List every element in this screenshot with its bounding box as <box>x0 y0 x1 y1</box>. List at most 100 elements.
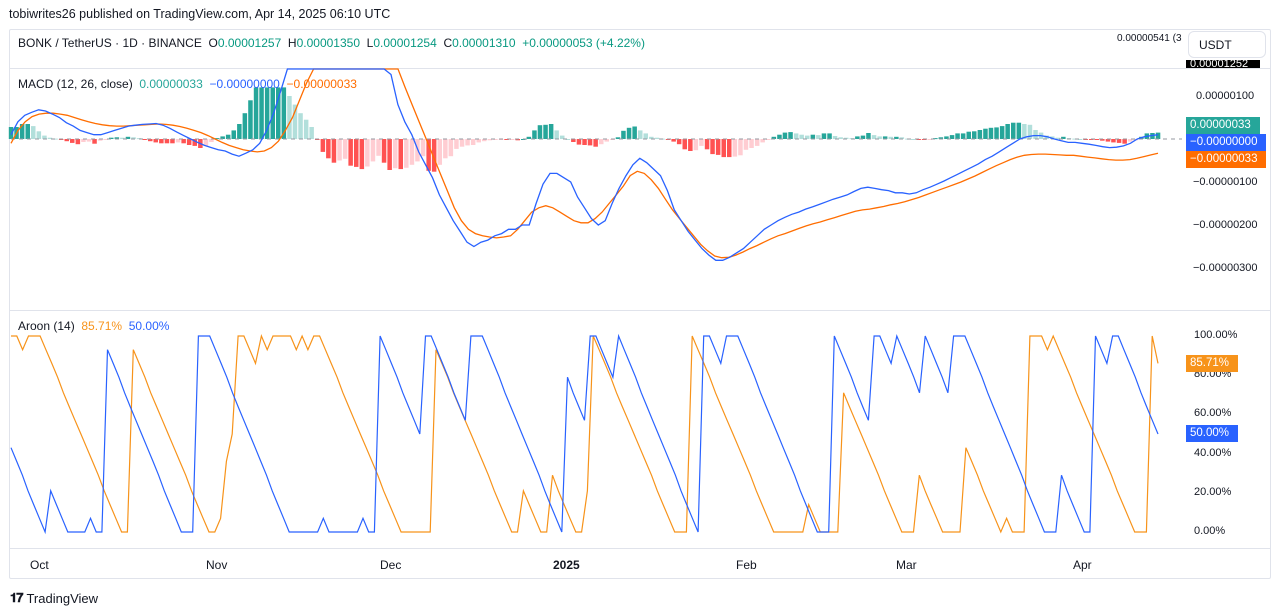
macd-histogram-bar <box>704 139 710 150</box>
time-axis-label: Oct <box>30 558 49 572</box>
aroon-axis-tick: 0.00% <box>1194 525 1226 537</box>
macd-histogram-bar <box>727 139 732 158</box>
macd-histogram-bar <box>1094 139 1099 140</box>
aroon-down-line <box>10 333 1159 535</box>
time-axis-separator <box>10 548 1270 549</box>
macd-histogram-bar <box>259 87 264 139</box>
pane-separator[interactable] <box>10 310 1270 311</box>
macd-histogram-bar <box>777 134 782 139</box>
macd-histogram-bar <box>732 139 738 157</box>
macd-histogram-bar <box>487 139 493 141</box>
macd-histogram-bar <box>771 136 777 139</box>
macd-histogram-bar <box>114 137 120 139</box>
macd-histogram-bar <box>309 127 314 139</box>
macd-legend-macd: −0.00000000 <box>209 77 280 91</box>
macd-histogram-bar <box>326 139 331 159</box>
macd-histogram-bar <box>743 139 749 150</box>
macd-axis-tick: −0.00000100 <box>1193 176 1258 188</box>
macd-histogram-bar <box>170 139 175 144</box>
macd-histogram-bar <box>910 139 916 140</box>
macd-histogram-bar <box>1061 136 1066 139</box>
macd-histogram-bar <box>999 126 1005 139</box>
macd-histogram-bar <box>504 139 509 140</box>
macd-histogram-bar <box>548 124 554 139</box>
macd-histogram-bar <box>354 139 359 167</box>
macd-histogram-bar <box>209 139 214 142</box>
time-axis-label: Mar <box>896 558 917 572</box>
macd-histogram-bar <box>103 139 108 140</box>
high-value: 0.00001350 <box>296 36 360 50</box>
macd-histogram-bar <box>64 139 69 142</box>
time-axis-label: Nov <box>206 558 228 572</box>
macd-histogram-bar <box>342 139 348 159</box>
macd-histogram-bar <box>894 136 899 139</box>
macd-histogram-bar <box>671 139 676 142</box>
macd-histogram-bar <box>409 139 415 165</box>
macd-histogram-bar <box>654 137 660 139</box>
macd-signal-tag: −0.00000033 <box>1186 151 1266 168</box>
close-value: 0.00001310 <box>452 36 516 50</box>
currency-button[interactable]: USDT <box>1188 31 1266 58</box>
macd-histogram-bar <box>960 133 966 139</box>
time-axis-label: Dec <box>380 558 402 572</box>
published-caption: tobiwrites26 published on TradingView.co… <box>9 7 391 21</box>
macd-histogram-bar <box>476 139 481 143</box>
macd-histogram-bar <box>988 127 994 139</box>
macd-histogram-bar <box>1155 132 1161 139</box>
macd-axis-tick: −0.00000200 <box>1193 219 1258 231</box>
macd-histogram-bar <box>53 138 58 140</box>
macd-histogram-bar <box>231 130 236 139</box>
macd-histogram-bar <box>1127 139 1133 142</box>
macd-histogram-bar <box>387 139 392 170</box>
macd-histogram-bar <box>493 139 498 140</box>
macd-histogram-bar <box>186 139 192 145</box>
macd-histogram-bar <box>543 124 548 139</box>
aroon-down-tag: 50.00% <box>1186 425 1238 442</box>
macd-histogram-bar <box>977 130 983 139</box>
macd-histogram-bar <box>1022 124 1027 139</box>
macd-line <box>10 68 1159 261</box>
macd-histogram-bar <box>632 126 637 139</box>
macd-histogram-bar <box>749 139 754 148</box>
macd-histogram-bar <box>97 139 103 141</box>
macd-legend-title: MACD (12, 26, close) <box>18 77 133 91</box>
macd-axis-tick: −0.00000300 <box>1193 262 1258 274</box>
macd-histogram-bar <box>404 139 409 168</box>
macd-histogram-bar <box>860 135 866 139</box>
chart-frame <box>9 29 1271 579</box>
macd-histogram-bar <box>175 139 181 143</box>
tradingview-logo-text: TradingView <box>26 590 99 606</box>
macd-histogram-bar <box>532 130 537 139</box>
macd-histogram-bar <box>576 139 582 145</box>
macd-histogram-bar <box>8 127 14 139</box>
open-label: O <box>208 36 218 50</box>
macd-histogram-bar <box>1033 130 1038 139</box>
macd-histogram-bar <box>515 139 520 141</box>
open-value: 0.00001257 <box>217 36 282 50</box>
macd-histogram-bar <box>25 124 30 139</box>
macd-histogram-bar <box>866 133 871 139</box>
macd-histogram-bar <box>1116 139 1122 143</box>
macd-histogram-bar <box>393 139 398 169</box>
macd-histogram-bar <box>270 87 275 139</box>
macd-histogram-bar <box>827 133 832 139</box>
macd-histogram-bar <box>320 139 326 152</box>
symbol-header: BONK / TetherUS · 1D · BINANCE O0.000012… <box>18 36 645 50</box>
high-label: H <box>287 36 297 50</box>
macd-histogram-bar <box>237 124 242 139</box>
macd-histogram-bar <box>281 87 287 139</box>
macd-histogram-bar <box>125 136 131 139</box>
macd-histogram-bar <box>426 139 431 171</box>
macd-axis-tick: 0.00000100 <box>1196 90 1255 102</box>
pane-separator[interactable] <box>10 68 1270 69</box>
macd-histogram-bar <box>715 139 721 155</box>
macd-histogram-bar <box>47 137 53 139</box>
tradingview-logo[interactable]: 𝟏𝟕 TradingView <box>10 590 98 606</box>
macd-histogram-bar <box>287 96 292 139</box>
macd-histogram-bar <box>398 139 403 170</box>
low-value: 0.00001254 <box>373 36 437 50</box>
macd-histogram-bar <box>276 87 281 139</box>
macd-histogram-bar <box>877 136 882 139</box>
macd-histogram-bar <box>1122 139 1127 144</box>
